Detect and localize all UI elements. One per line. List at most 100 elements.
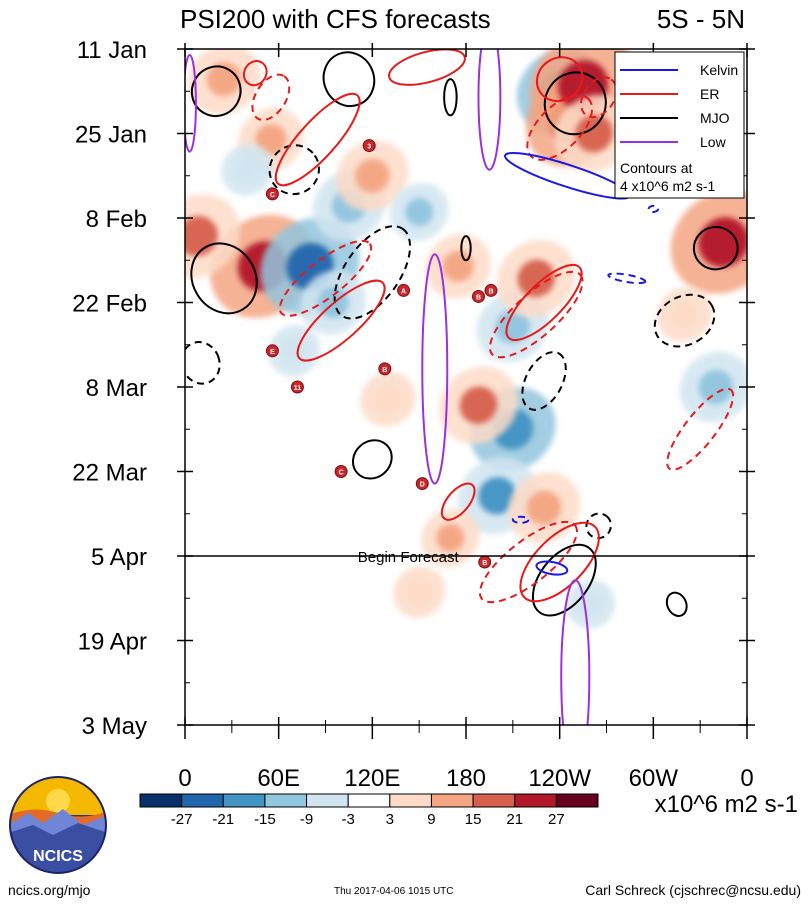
contour-er	[440, 482, 476, 521]
contour-er	[526, 94, 594, 161]
contour-er	[666, 387, 735, 471]
contour-mjo	[351, 439, 393, 480]
colorbar-label: 9	[427, 811, 435, 828]
field-blob	[425, 234, 491, 299]
storm-marker: 11	[290, 380, 304, 394]
storm-marker-icon	[265, 344, 279, 358]
legend-label-mjo: MJO	[700, 110, 730, 126]
colorbar-label: -21	[212, 811, 234, 828]
y-tick-label: 22 Feb	[72, 291, 147, 318]
contour-mjo	[653, 293, 716, 348]
contour-kelvin	[607, 272, 647, 285]
field-blob	[420, 508, 480, 567]
colorbar-swatch	[181, 793, 224, 808]
field-blob	[336, 140, 409, 212]
contour-mjo	[665, 591, 688, 617]
colorbar-label: -15	[254, 811, 276, 828]
storm-marker-icon	[334, 465, 348, 478]
contour-low	[421, 253, 449, 485]
storm-marker-icon	[290, 380, 304, 394]
y-tick-label: 8 Feb	[86, 206, 147, 233]
storm-marker: 3	[362, 139, 376, 153]
field-blob-core	[406, 579, 432, 605]
contour-mjo	[333, 225, 412, 320]
storm-marker-icon	[415, 477, 429, 491]
field-blob-core	[206, 62, 242, 97]
wave-contours	[185, 49, 739, 725]
contour-kelvin	[511, 515, 530, 524]
field-blob-core	[442, 250, 474, 282]
storm-marker-label: C	[270, 192, 275, 199]
y-tick-label: 3 May	[82, 713, 147, 740]
legend-label-low: Low	[700, 134, 727, 150]
colorbar-swatch	[430, 793, 474, 808]
field-blob	[389, 182, 449, 241]
storm-marker: A	[397, 283, 411, 297]
contour-mjo	[268, 144, 320, 196]
contour-mjo	[443, 78, 458, 117]
field-blob	[393, 566, 446, 618]
storm-marker: B	[471, 289, 485, 303]
contour-mjo	[543, 71, 607, 136]
field-blob-core	[374, 385, 402, 413]
field-blob	[507, 472, 581, 544]
colorbar-label: 27	[548, 811, 565, 828]
storm-marker-icon	[471, 289, 485, 303]
colorbar-label: 21	[506, 811, 523, 828]
colorbar-swatch	[222, 793, 266, 808]
psi-field	[185, 49, 747, 629]
forecast-line-group: Begin Forecast	[185, 549, 747, 566]
contour-er	[251, 73, 291, 121]
logo-text: NCICS	[33, 848, 83, 865]
contour-mjo	[460, 235, 472, 262]
legend-label-kelvin: Kelvin	[700, 62, 738, 78]
storm-marker-label: E	[270, 349, 275, 356]
colorbar-units: x10^6 m2 s-1	[655, 791, 798, 818]
field-blob	[268, 325, 321, 377]
forecast-label: Begin Forecast	[358, 549, 460, 566]
field-blob-core	[235, 157, 260, 183]
footer-url[interactable]: ncics.org/mjo	[8, 882, 91, 898]
field-blob-core	[526, 490, 562, 525]
field-blob	[221, 143, 274, 196]
ncics-logo: NCICS	[9, 776, 107, 874]
colorbar-swatch	[139, 793, 183, 808]
field-blob	[360, 371, 416, 427]
field-blob	[187, 49, 261, 115]
contour-er	[488, 270, 584, 359]
field-blob-core	[405, 197, 434, 226]
colorbar-swatch	[472, 793, 516, 808]
x-tick-label: 180	[446, 765, 486, 792]
storm-marker-label: C	[339, 470, 344, 477]
colorbar-swatch	[555, 793, 599, 808]
field-blob	[438, 366, 518, 444]
field-blob	[496, 239, 576, 318]
colorbar-swatch	[264, 793, 308, 808]
colorbar-label: -3	[342, 811, 355, 828]
colorbar-label: -27	[171, 811, 193, 828]
field-blob	[554, 94, 634, 173]
x-tick-label: 0	[740, 765, 753, 792]
contour-kelvin	[535, 560, 569, 576]
chart-title: PSI200 with CFS forecasts	[180, 4, 491, 34]
colorbar-label: -9	[300, 811, 313, 828]
storm-marker: B	[484, 283, 498, 297]
contour-er	[296, 279, 386, 362]
field-blob-core	[436, 523, 465, 552]
storm-marker-icon	[378, 362, 392, 376]
contour-mjo	[692, 226, 739, 271]
contour-kelvin	[647, 204, 660, 213]
colorbar: -27 -21 -15 -9 -3 3 9 15 21 27	[139, 793, 599, 828]
y-tick-label: 5 Apr	[91, 544, 147, 571]
storm-marker-label: B	[488, 288, 493, 295]
field-blob-core	[255, 123, 287, 156]
y-tick-label: 8 Mar	[86, 375, 147, 402]
storm-marker-label: B	[482, 560, 487, 567]
x-tick-label: 0	[178, 765, 191, 792]
legend-note-line2: 4 x10^6 m2 s-1	[620, 178, 715, 194]
contour-er	[478, 520, 578, 604]
storm-marker: E	[265, 344, 279, 358]
legend: Kelvin ER MJO Low Contours at 4 x10^6 m2 s-1	[614, 51, 745, 199]
